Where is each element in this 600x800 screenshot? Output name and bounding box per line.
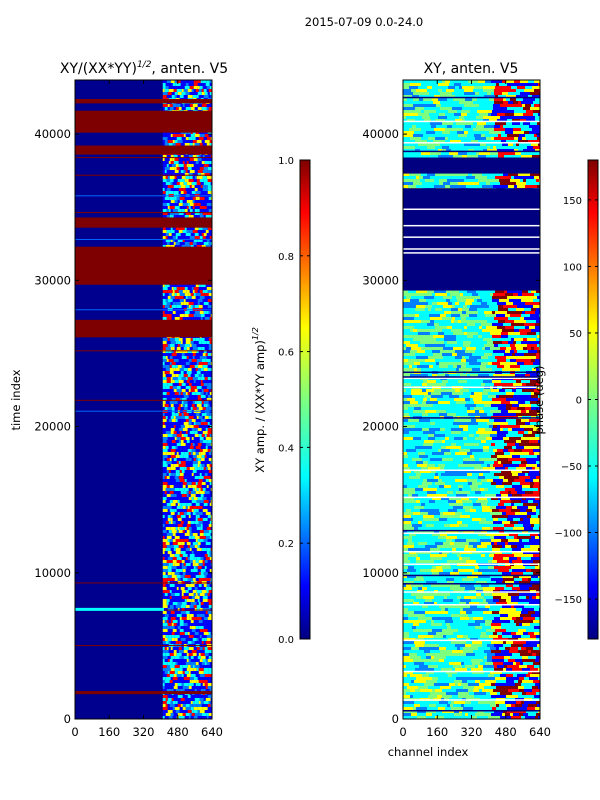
panel-amplitude-ticks: 0 160 320 480 640 0 10000 20000 30000 40000 <box>34 80 223 739</box>
y-tick-label: 0 <box>392 712 399 726</box>
colorbar-phase: 150 100 50 0 −50 −100 −150 phase (deg) <box>532 159 599 640</box>
y-tick-label: 40000 <box>34 127 71 141</box>
colorbar-tick-label: −50 <box>561 462 582 473</box>
panel-phase: XY, anten. V5 0 160 320 480 640 0 10000 20000 30… <box>362 61 551 759</box>
heatmap-amplitude <box>75 80 212 719</box>
x-tick-label: 0 <box>71 725 78 739</box>
x-tick-label: 320 <box>133 725 155 739</box>
colorbar-tick-label: 100 <box>563 262 582 273</box>
dark-band <box>403 188 540 291</box>
colorbar-tick-label: 150 <box>563 196 582 207</box>
y-tick-label: 40000 <box>362 127 399 141</box>
colorbar-phase-label: phase (deg) <box>532 365 546 434</box>
y-tick-label: 10000 <box>34 566 71 580</box>
panel-amplitude-title: XY/(XX*YY)1/2, anten. V5 <box>60 60 228 77</box>
colorbar-tick-label: 50 <box>569 329 582 340</box>
x-tick-label: 160 <box>98 725 120 739</box>
colorbar-amplitude-bar <box>299 159 311 640</box>
colorbar-tick-label: 0.2 <box>278 539 294 550</box>
saturated-band <box>75 110 212 133</box>
colorbar-tick-label: 0.0 <box>278 635 294 646</box>
y-tick-label: 20000 <box>362 420 399 434</box>
panel-amplitude: XY/(XX*YY)1/2, anten. V5 0 160 320 480 640 0 1… <box>9 60 228 739</box>
colorbar-amplitude: 0.0 0.2 0.4 0.6 0.8 1.0 XY amp. / (XX*YY amp)… <box>251 156 311 646</box>
colorbar-tick-label: 0.4 <box>278 443 294 454</box>
colorbar-amplitude-label: XY amp. / (XX*YY amp)1/2 <box>251 327 267 473</box>
x-tick-label: 0 <box>399 725 406 739</box>
x-tick-label: 480 <box>495 725 517 739</box>
y-tick-label: 30000 <box>34 273 71 287</box>
saturated-band <box>75 319 212 338</box>
saturated-band <box>75 246 212 285</box>
y-axis-label: time index <box>9 369 23 430</box>
y-tick-label: 20000 <box>34 420 71 434</box>
colorbar-tick-label: 0.8 <box>278 252 294 263</box>
x-tick-label: 640 <box>201 725 223 739</box>
x-axis-label: channel index <box>388 745 469 759</box>
x-tick-label: 480 <box>167 725 189 739</box>
y-tick-label: 30000 <box>362 273 399 287</box>
colorbar-tick-label: −150 <box>555 595 582 606</box>
saturated-band <box>75 99 212 104</box>
colorbar-tick-label: 1.0 <box>278 156 294 167</box>
saturated-band <box>75 145 212 155</box>
x-tick-label: 160 <box>426 725 448 739</box>
y-tick-label: 10000 <box>362 566 399 580</box>
panel-phase-ticks: 0 160 320 480 640 0 10000 20000 30000 40000 <box>362 80 551 739</box>
saturated-band <box>75 691 212 695</box>
x-tick-label: 320 <box>461 725 483 739</box>
heatmap-phase <box>403 80 540 719</box>
y-tick-label: 0 <box>64 712 71 726</box>
colorbar-tick-label: −100 <box>555 529 582 540</box>
x-tick-label: 640 <box>529 725 551 739</box>
dark-band <box>403 157 540 174</box>
figure-title: 2015-07-09 0.0-24.0 <box>305 15 424 29</box>
panel-phase-title: XY, anten. V5 <box>424 61 519 77</box>
saturated-band <box>75 217 212 228</box>
colorbar-tick-label: 0.6 <box>278 348 294 359</box>
colorbar-tick-label: 0 <box>576 396 582 407</box>
